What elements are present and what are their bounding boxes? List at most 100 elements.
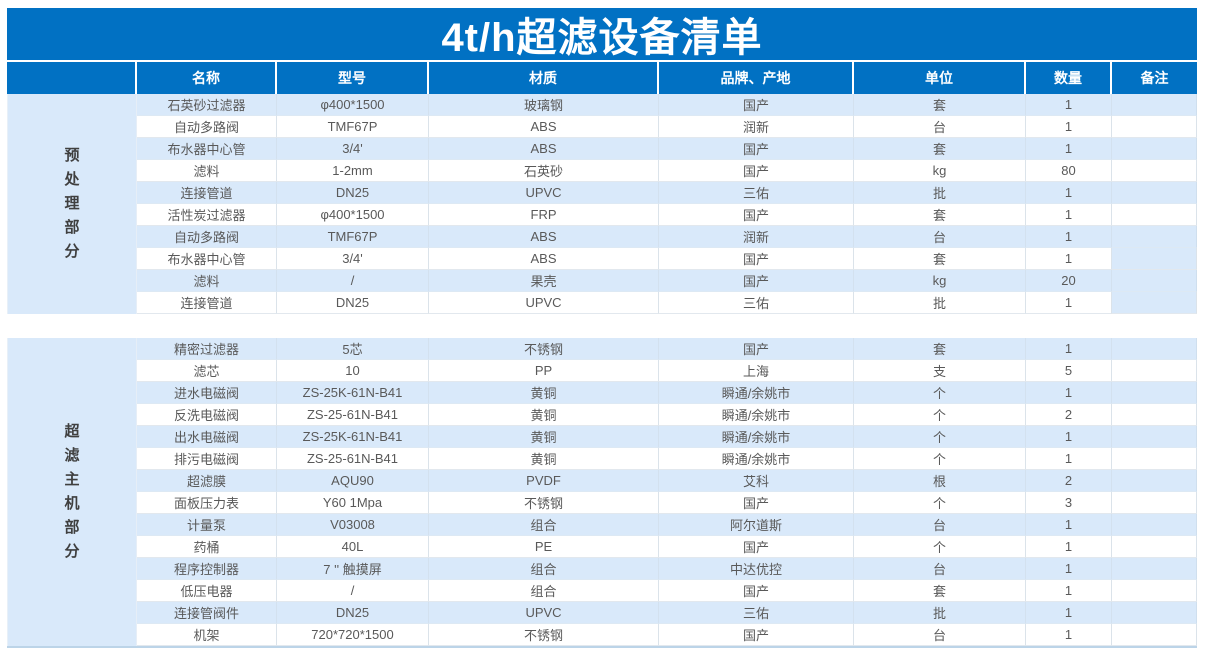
cell-material[interactable]: UPVC xyxy=(429,182,659,204)
cell-model[interactable]: DN25 xyxy=(277,602,429,624)
cell-unit[interactable]: 台 xyxy=(854,514,1026,536)
cell-qty[interactable]: 1 xyxy=(1026,338,1112,360)
cell-material[interactable]: 组合 xyxy=(429,514,659,536)
header-unit[interactable]: 单位 xyxy=(854,62,1026,94)
cell-qty[interactable]: 1 xyxy=(1026,182,1112,204)
cell-unit[interactable]: 套 xyxy=(854,94,1026,116)
cell-model[interactable]: ZS-25K-61N-B41 xyxy=(277,382,429,404)
cell-remark[interactable] xyxy=(1112,360,1197,382)
cell-remark[interactable] xyxy=(1112,624,1197,646)
cell-brand[interactable]: 三佑 xyxy=(659,292,854,314)
cell-brand[interactable]: 国产 xyxy=(659,580,854,602)
cell-model[interactable]: DN25 xyxy=(277,292,429,314)
cell-qty[interactable]: 1 xyxy=(1026,448,1112,470)
cell-qty[interactable]: 1 xyxy=(1026,138,1112,160)
cell-unit[interactable]: kg xyxy=(854,270,1026,292)
cell-remark[interactable] xyxy=(1112,426,1197,448)
cell-model[interactable]: φ400*1500 xyxy=(277,204,429,226)
cell-material[interactable]: 黄铜 xyxy=(429,382,659,404)
cell-model[interactable]: TMF67P xyxy=(277,226,429,248)
cell-model[interactable]: 40L xyxy=(277,536,429,558)
cell-name[interactable]: 连接管阀件 xyxy=(137,602,277,624)
cell-unit[interactable]: 批 xyxy=(854,292,1026,314)
cell-brand[interactable]: 国产 xyxy=(659,94,854,116)
cell-brand[interactable]: 瞬通/余姚市 xyxy=(659,382,854,404)
cell-brand[interactable]: 国产 xyxy=(659,204,854,226)
cell-name[interactable]: 机架 xyxy=(137,624,277,646)
cell-qty[interactable]: 1 xyxy=(1026,382,1112,404)
cell-material[interactable]: 玻璃钢 xyxy=(429,94,659,116)
cell-brand[interactable]: 国产 xyxy=(659,492,854,514)
cell-model[interactable]: 3/4' xyxy=(277,138,429,160)
cell-brand[interactable]: 国产 xyxy=(659,338,854,360)
cell-unit[interactable]: 支 xyxy=(854,360,1026,382)
cell-remark[interactable] xyxy=(1112,470,1197,492)
cell-model[interactable]: 7 '' 触摸屏 xyxy=(277,558,429,580)
cell-name[interactable]: 活性炭过滤器 xyxy=(137,204,277,226)
cell-remark[interactable] xyxy=(1112,204,1197,226)
cell-qty[interactable]: 1 xyxy=(1026,580,1112,602)
cell-name[interactable]: 布水器中心管 xyxy=(137,248,277,270)
cell-unit[interactable]: 个 xyxy=(854,404,1026,426)
cell-remark[interactable] xyxy=(1112,338,1197,360)
cell-unit[interactable]: 个 xyxy=(854,426,1026,448)
cell-unit[interactable]: 批 xyxy=(854,182,1026,204)
cell-name[interactable]: 出水电磁阀 xyxy=(137,426,277,448)
cell-remark[interactable] xyxy=(1112,404,1197,426)
cell-remark[interactable] xyxy=(1112,602,1197,624)
cell-qty[interactable]: 1 xyxy=(1026,602,1112,624)
cell-qty[interactable]: 1 xyxy=(1026,292,1112,314)
cell-remark[interactable] xyxy=(1112,94,1197,116)
cell-name[interactable]: 计量泵 xyxy=(137,514,277,536)
cell-qty[interactable]: 1 xyxy=(1026,514,1112,536)
section-label[interactable]: 超滤主机部分 xyxy=(7,338,137,646)
cell-brand[interactable]: 国产 xyxy=(659,536,854,558)
cell-material[interactable]: 组合 xyxy=(429,580,659,602)
cell-qty[interactable]: 1 xyxy=(1026,536,1112,558)
cell-name[interactable]: 超滤膜 xyxy=(137,470,277,492)
cell-name[interactable]: 反洗电磁阀 xyxy=(137,404,277,426)
cell-qty[interactable]: 1 xyxy=(1026,204,1112,226)
cell-unit[interactable]: 套 xyxy=(854,138,1026,160)
cell-unit[interactable]: 套 xyxy=(854,204,1026,226)
header-model[interactable]: 型号 xyxy=(277,62,429,94)
cell-brand[interactable]: 国产 xyxy=(659,248,854,270)
cell-material[interactable]: PVDF xyxy=(429,470,659,492)
cell-model[interactable]: ZS-25-61N-B41 xyxy=(277,404,429,426)
cell-qty[interactable]: 1 xyxy=(1026,116,1112,138)
cell-material[interactable]: 黄铜 xyxy=(429,404,659,426)
cell-brand[interactable]: 润新 xyxy=(659,116,854,138)
cell-model[interactable]: AQU90 xyxy=(277,470,429,492)
cell-unit[interactable]: kg xyxy=(854,160,1026,182)
header-brand-origin[interactable]: 品牌、产地 xyxy=(659,62,854,94)
cell-name[interactable]: 排污电磁阀 xyxy=(137,448,277,470)
blank-separator-row[interactable] xyxy=(7,314,1197,338)
cell-qty[interactable]: 2 xyxy=(1026,470,1112,492)
cell-name[interactable]: 滤芯 xyxy=(137,360,277,382)
cell-remark[interactable] xyxy=(1112,292,1197,314)
cell-remark[interactable] xyxy=(1112,448,1197,470)
cell-model[interactable]: ZS-25-61N-B41 xyxy=(277,448,429,470)
cell-name[interactable]: 石英砂过滤器 xyxy=(137,94,277,116)
cell-brand[interactable]: 上海 xyxy=(659,360,854,382)
cell-model[interactable]: / xyxy=(277,270,429,292)
cell-qty[interactable]: 5 xyxy=(1026,360,1112,382)
cell-model[interactable]: 1-2mm xyxy=(277,160,429,182)
cell-name[interactable]: 连接管道 xyxy=(137,292,277,314)
cell-qty[interactable]: 1 xyxy=(1026,94,1112,116)
cell-unit[interactable]: 批 xyxy=(854,602,1026,624)
header-quantity[interactable]: 数量 xyxy=(1026,62,1112,94)
cell-remark[interactable] xyxy=(1112,160,1197,182)
header-name[interactable]: 名称 xyxy=(137,62,277,94)
cell-remark[interactable] xyxy=(1112,382,1197,404)
cell-remark[interactable] xyxy=(1112,580,1197,602)
cell-unit[interactable]: 台 xyxy=(854,226,1026,248)
cell-unit[interactable]: 套 xyxy=(854,338,1026,360)
cell-model[interactable]: TMF67P xyxy=(277,116,429,138)
cell-model[interactable]: 10 xyxy=(277,360,429,382)
cell-brand[interactable]: 瞬通/余姚市 xyxy=(659,426,854,448)
cell-brand[interactable]: 瞬通/余姚市 xyxy=(659,448,854,470)
cell-model[interactable]: DN25 xyxy=(277,182,429,204)
cell-brand[interactable]: 中达优控 xyxy=(659,558,854,580)
cell-brand[interactable]: 艾科 xyxy=(659,470,854,492)
